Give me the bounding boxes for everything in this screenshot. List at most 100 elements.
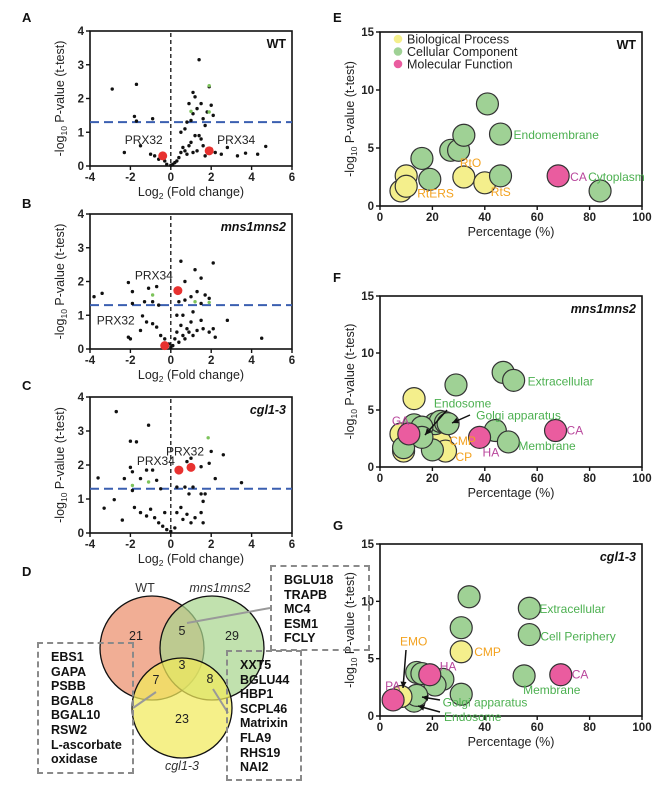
y-tick-label: 0	[78, 528, 84, 540]
bubble-cc	[517, 596, 541, 620]
data-point	[197, 133, 201, 138]
plot-frame	[89, 30, 293, 167]
gene-name: NAI2	[240, 760, 269, 775]
y-tick-label: 0	[368, 462, 374, 474]
data-point	[191, 310, 195, 314]
bubble-cc	[444, 373, 468, 397]
bubble-cc	[449, 616, 473, 640]
data-point	[195, 106, 199, 111]
y-tick-label: 1	[78, 127, 85, 139]
data-point	[181, 145, 185, 150]
gene-name: RSW2	[51, 722, 88, 737]
venn-count-cgl1-3_only: 23	[175, 712, 189, 726]
x-tick-label: 60	[531, 212, 544, 224]
data-point	[199, 276, 203, 280]
bubble-label: CA	[567, 424, 584, 438]
callout-line	[132, 691, 157, 709]
x-tick-label: 100	[632, 722, 651, 734]
x-tick-label: -4	[85, 539, 96, 551]
panel-letter: B	[22, 196, 31, 211]
x-axis-label: Log2 (Fold change)	[138, 552, 244, 568]
bubble-mf	[543, 418, 568, 443]
x-tick-label: -4	[85, 355, 96, 367]
data-point	[148, 507, 153, 511]
gene-name: HBP1	[240, 687, 274, 702]
data-point	[201, 499, 205, 504]
data-point	[191, 485, 195, 489]
bubble-mf	[546, 164, 570, 188]
gene-name: XXT5	[240, 658, 272, 672]
data-point	[185, 327, 189, 331]
data-point	[159, 487, 163, 491]
x-tick-label: 0	[168, 355, 174, 367]
data-point	[156, 521, 161, 525]
data-point	[187, 330, 191, 334]
gene-list-mns1mns2_cgl1-3: XXT5 BGLU44 HBP1 SCPL46 Matrixin FLA9 RHS19 NAI…	[226, 650, 302, 781]
data-point	[195, 289, 199, 294]
x-tick-label: 40	[478, 722, 491, 734]
data-point	[185, 512, 189, 516]
x-tick-label: 4	[248, 539, 255, 551]
data-point	[132, 505, 137, 510]
data-point	[138, 144, 143, 148]
bubble-mf	[397, 422, 421, 446]
data-point	[193, 516, 197, 520]
data-point	[199, 465, 203, 469]
data-point	[213, 476, 217, 481]
bubble-label: Cell Periphery	[540, 630, 615, 644]
data-point	[193, 267, 197, 272]
label-subscript: 10	[349, 409, 359, 419]
label-subscript: 10	[349, 657, 359, 667]
y-axis-label: -log10 P-value (t-test)	[53, 224, 69, 340]
label-main: -log	[53, 318, 67, 339]
gene-name: BGAL10	[51, 708, 101, 723]
data-point	[165, 162, 169, 167]
data-point	[171, 343, 175, 348]
data-point	[193, 95, 197, 99]
arrowhead-icon	[425, 428, 432, 435]
y-tick-label: 1	[78, 310, 85, 322]
data-point	[128, 337, 133, 341]
data-point-green	[150, 293, 155, 297]
bubble-label: EMO	[400, 635, 427, 649]
highlight-label: PRX34	[137, 454, 175, 468]
y-tick-label: 2	[78, 94, 84, 106]
x-tick-label: 40	[478, 473, 491, 485]
data-point	[189, 118, 193, 123]
x-tick-label: 20	[426, 212, 439, 224]
data-point-green	[206, 436, 210, 440]
annotation-arrow	[402, 649, 407, 689]
data-point	[207, 330, 211, 334]
data-point-green	[207, 300, 211, 305]
data-point	[213, 335, 217, 339]
bubble-cc	[457, 585, 481, 609]
highlight-point-prx34	[174, 465, 184, 475]
x-tick-label: 80	[583, 722, 596, 734]
data-point	[183, 149, 187, 153]
label-main: -log	[343, 418, 357, 439]
data-point	[221, 453, 226, 457]
data-point	[203, 293, 207, 297]
label-rest: P-value (t-test)	[343, 324, 357, 409]
y-axis-label: -log10 P-value (t-test)	[343, 61, 359, 177]
x-tick-label: 20	[426, 473, 439, 485]
label-subscript: 10	[349, 146, 359, 156]
y-tick-label: 3	[78, 243, 84, 255]
data-point	[179, 150, 183, 155]
data-point-green	[189, 109, 193, 114]
y-tick-label: 0	[78, 161, 84, 173]
data-point	[187, 492, 191, 496]
data-point	[189, 456, 193, 460]
data-point	[130, 488, 135, 493]
gene-name: Matrixin	[240, 716, 288, 731]
bubble-label: Extracellular	[539, 602, 605, 616]
data-point	[102, 506, 106, 510]
y-tick-label: 4	[78, 209, 85, 221]
bubble-label: Membrane	[518, 439, 576, 453]
data-point	[144, 514, 149, 518]
data-point	[146, 423, 151, 427]
y-tick-label: 5	[368, 405, 375, 417]
data-point	[211, 261, 215, 265]
label-rest: (Fold change)	[163, 185, 244, 199]
